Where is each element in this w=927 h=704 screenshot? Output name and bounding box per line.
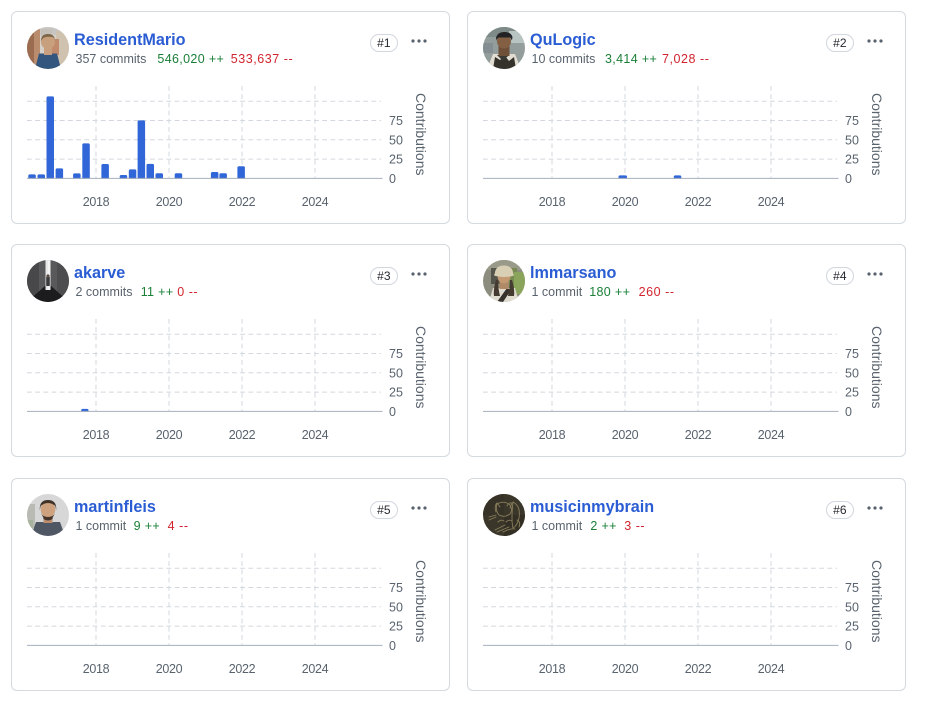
svg-text:2022: 2022 — [228, 428, 255, 442]
svg-text:25: 25 — [845, 152, 859, 166]
svg-text:2022: 2022 — [228, 195, 255, 209]
svg-text:0: 0 — [845, 171, 852, 185]
svg-text:75: 75 — [845, 114, 859, 128]
svg-text:2022: 2022 — [684, 428, 711, 442]
svg-text:75: 75 — [389, 347, 403, 361]
svg-text:0: 0 — [845, 404, 852, 418]
svg-text:50: 50 — [845, 366, 859, 380]
svg-text:2020: 2020 — [155, 195, 182, 209]
svg-text:50: 50 — [389, 366, 403, 380]
svg-text:2024: 2024 — [757, 662, 784, 676]
svg-text:2024: 2024 — [301, 195, 328, 209]
svg-text:2024: 2024 — [757, 428, 784, 442]
svg-text:2022: 2022 — [228, 662, 255, 676]
svg-text:50: 50 — [389, 133, 403, 147]
svg-text:75: 75 — [389, 581, 403, 595]
svg-text:2018: 2018 — [538, 428, 565, 442]
svg-text:2018: 2018 — [538, 195, 565, 209]
svg-text:2018: 2018 — [82, 662, 109, 676]
svg-text:25: 25 — [389, 385, 403, 399]
svg-text:2020: 2020 — [611, 662, 638, 676]
svg-text:2018: 2018 — [82, 195, 109, 209]
svg-text:Contributions: Contributions — [413, 326, 429, 409]
svg-text:25: 25 — [389, 619, 403, 633]
svg-text:Contributions: Contributions — [869, 326, 885, 409]
svg-text:2020: 2020 — [155, 428, 182, 442]
svg-text:50: 50 — [845, 133, 859, 147]
svg-text:75: 75 — [389, 114, 403, 128]
svg-text:75: 75 — [845, 347, 859, 361]
svg-text:Contributions: Contributions — [413, 560, 429, 643]
svg-text:25: 25 — [845, 619, 859, 633]
svg-text:0: 0 — [389, 171, 396, 185]
svg-text:2024: 2024 — [301, 428, 328, 442]
svg-text:2020: 2020 — [611, 195, 638, 209]
svg-text:2022: 2022 — [684, 195, 711, 209]
svg-text:0: 0 — [389, 638, 396, 652]
svg-text:2024: 2024 — [757, 195, 784, 209]
svg-text:25: 25 — [389, 152, 403, 166]
svg-text:75: 75 — [845, 581, 859, 595]
svg-text:Contributions: Contributions — [413, 93, 429, 176]
svg-text:Contributions: Contributions — [869, 560, 885, 643]
svg-text:0: 0 — [845, 638, 852, 652]
svg-text:2022: 2022 — [684, 662, 711, 676]
svg-text:2018: 2018 — [82, 428, 109, 442]
svg-text:50: 50 — [389, 600, 403, 614]
svg-text:50: 50 — [845, 600, 859, 614]
svg-text:2020: 2020 — [155, 662, 182, 676]
svg-text:2018: 2018 — [538, 662, 565, 676]
svg-text:25: 25 — [845, 385, 859, 399]
svg-text:0: 0 — [389, 404, 396, 418]
svg-text:Contributions: Contributions — [869, 93, 885, 176]
svg-text:2024: 2024 — [301, 662, 328, 676]
svg-text:2020: 2020 — [611, 428, 638, 442]
